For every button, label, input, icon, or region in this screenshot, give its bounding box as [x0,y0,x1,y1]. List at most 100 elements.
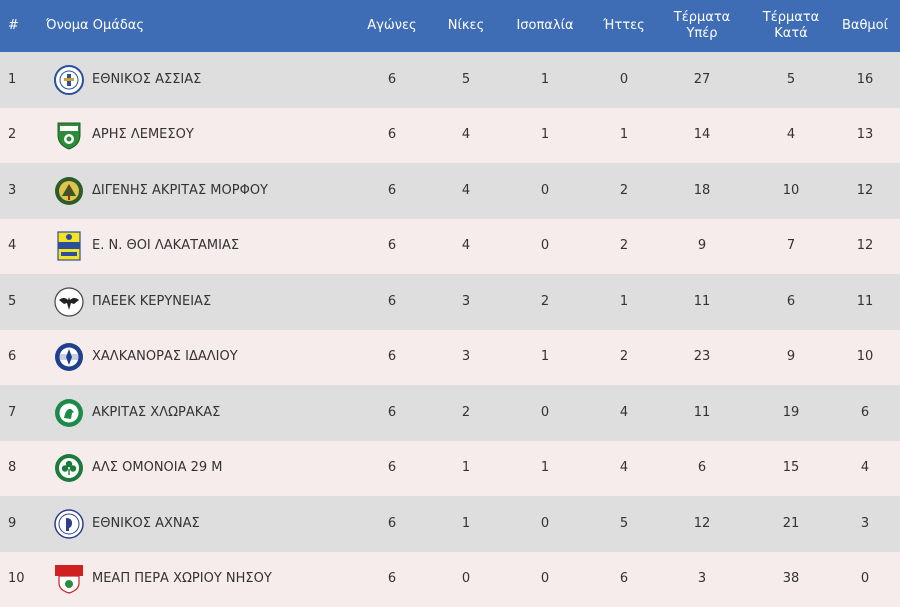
wins-cell: 4 [438,183,494,199]
goals-against-cell: 10 [752,183,830,199]
goals-for-cell: 27 [652,72,752,88]
header-losses: Ήττες [596,18,652,34]
played-cell: 6 [346,571,438,587]
points-cell: 6 [830,405,900,421]
draws-cell: 0 [494,405,596,421]
wins-cell: 3 [438,294,494,310]
position-cell: 9 [0,516,46,532]
team-name[interactable]: ΑΛΣ ΟΜΟΝΟΙΑ 29 Μ [92,460,223,476]
losses-cell: 2 [596,183,652,199]
goals-against-cell: 21 [752,516,830,532]
team-cell[interactable]: ΔΙΓΕΝΗΣ ΑΚΡΙΤΑΣ ΜΟΡΦΟΥ [46,176,346,206]
wins-cell: 5 [438,72,494,88]
header-points: Βαθμοί [830,18,900,34]
omonoia-clover-crest-icon [54,453,84,483]
team-name[interactable]: ΑΡΗΣ ΛΕΜΕΣΟΥ [92,127,194,143]
played-cell: 6 [346,72,438,88]
team-name[interactable]: ΕΘΝΙΚΟΣ ΑΣΣΙΑΣ [92,72,201,88]
wins-cell: 1 [438,516,494,532]
position-cell: 1 [0,72,46,88]
team-cell[interactable]: ΑΛΣ ΟΜΟΝΟΙΑ 29 Μ [46,453,346,483]
wins-cell: 1 [438,460,494,476]
team-name[interactable]: ΠΑΕΕΚ ΚΕΡΥΝΕΙΑΣ [92,294,211,310]
team-cell[interactable]: ΑΡΗΣ ΛΕΜΕΣΟΥ [46,120,346,150]
header-goals-for: Τέρματα Υπέρ [652,10,752,43]
losses-cell: 1 [596,127,652,143]
position-cell: 4 [0,238,46,254]
team-logo [46,398,92,428]
team-logo [46,287,92,317]
team-name[interactable]: ΑΚΡΙΤΑΣ ΧΛΩΡΑΚΑΣ [92,405,220,421]
draws-cell: 0 [494,571,596,587]
team-logo [46,176,92,206]
meap-crest-icon [54,564,84,594]
goals-against-cell: 5 [752,72,830,88]
losses-cell: 1 [596,294,652,310]
goals-against-cell: 19 [752,405,830,421]
goals-against-cell: 4 [752,127,830,143]
akritas-chlorakas-crest-icon [54,398,84,428]
header-goals-for-line1: Τέρματα [652,10,752,26]
team-name[interactable]: ΜΕΑΠ ΠΕΡΑ ΧΩΡΙΟΥ ΝΗΣΟΥ [92,571,272,587]
team-cell[interactable]: ΜΕΑΠ ΠΕΡΑ ΧΩΡΙΟΥ ΝΗΣΟΥ [46,564,346,594]
goals-for-cell: 14 [652,127,752,143]
goals-for-cell: 3 [652,571,752,587]
team-cell[interactable]: ΕΘΝΙΚΟΣ ΑΣΣΙΑΣ [46,65,346,95]
losses-cell: 4 [596,405,652,421]
goals-against-cell: 38 [752,571,830,587]
losses-cell: 5 [596,516,652,532]
team-logo [46,564,92,594]
header-goals-against-line2: Κατά [752,26,830,42]
team-name[interactable]: ΔΙΓΕΝΗΣ ΑΚΡΙΤΑΣ ΜΟΡΦΟΥ [92,183,268,199]
goals-for-cell: 18 [652,183,752,199]
thoi-lakatamias-crest-icon [54,231,84,261]
team-cell[interactable]: ΧΑΛΚΑΝΟΡΑΣ ΙΔΑΛΙΟΥ [46,342,346,372]
played-cell: 6 [346,127,438,143]
team-logo [46,231,92,261]
wins-cell: 4 [438,127,494,143]
team-cell[interactable]: ΑΚΡΙΤΑΣ ΧΛΩΡΑΚΑΣ [46,398,346,428]
goals-against-cell: 9 [752,349,830,365]
wins-cell: 0 [438,571,494,587]
team-cell[interactable]: ΕΘΝΙΚΟΣ ΑΧΝΑΣ [46,509,346,539]
points-cell: 12 [830,238,900,254]
played-cell: 6 [346,349,438,365]
goals-against-cell: 6 [752,294,830,310]
played-cell: 6 [346,460,438,476]
goals-for-cell: 23 [652,349,752,365]
position-cell: 10 [0,571,46,587]
played-cell: 6 [346,405,438,421]
played-cell: 6 [346,294,438,310]
paeek-eagle-crest-icon [54,287,84,317]
played-cell: 6 [346,183,438,199]
chalkanoras-crest-icon [54,342,84,372]
losses-cell: 4 [596,460,652,476]
position-cell: 6 [0,349,46,365]
goals-for-cell: 6 [652,460,752,476]
header-team-name: Όνομα Ομάδας [46,18,346,34]
team-logo [46,120,92,150]
draws-cell: 0 [494,183,596,199]
goals-against-cell: 7 [752,238,830,254]
losses-cell: 0 [596,72,652,88]
team-cell[interactable]: ΠΑΕΕΚ ΚΕΡΥΝΕΙΑΣ [46,287,346,317]
wins-cell: 4 [438,238,494,254]
points-cell: 4 [830,460,900,476]
header-goals-against-line1: Τέρματα [752,10,830,26]
position-cell: 3 [0,183,46,199]
team-name[interactable]: Ε. Ν. ΘΟΙ ΛΑΚΑΤΑΜΙΑΣ [92,238,239,254]
team-name[interactable]: ΕΘΝΙΚΟΣ ΑΧΝΑΣ [92,516,200,532]
team-name[interactable]: ΧΑΛΚΑΝΟΡΑΣ ΙΔΑΛΙΟΥ [92,349,238,365]
draws-cell: 1 [494,460,596,476]
team-cell[interactable]: Ε. Ν. ΘΟΙ ΛΑΚΑΤΑΜΙΑΣ [46,231,346,261]
